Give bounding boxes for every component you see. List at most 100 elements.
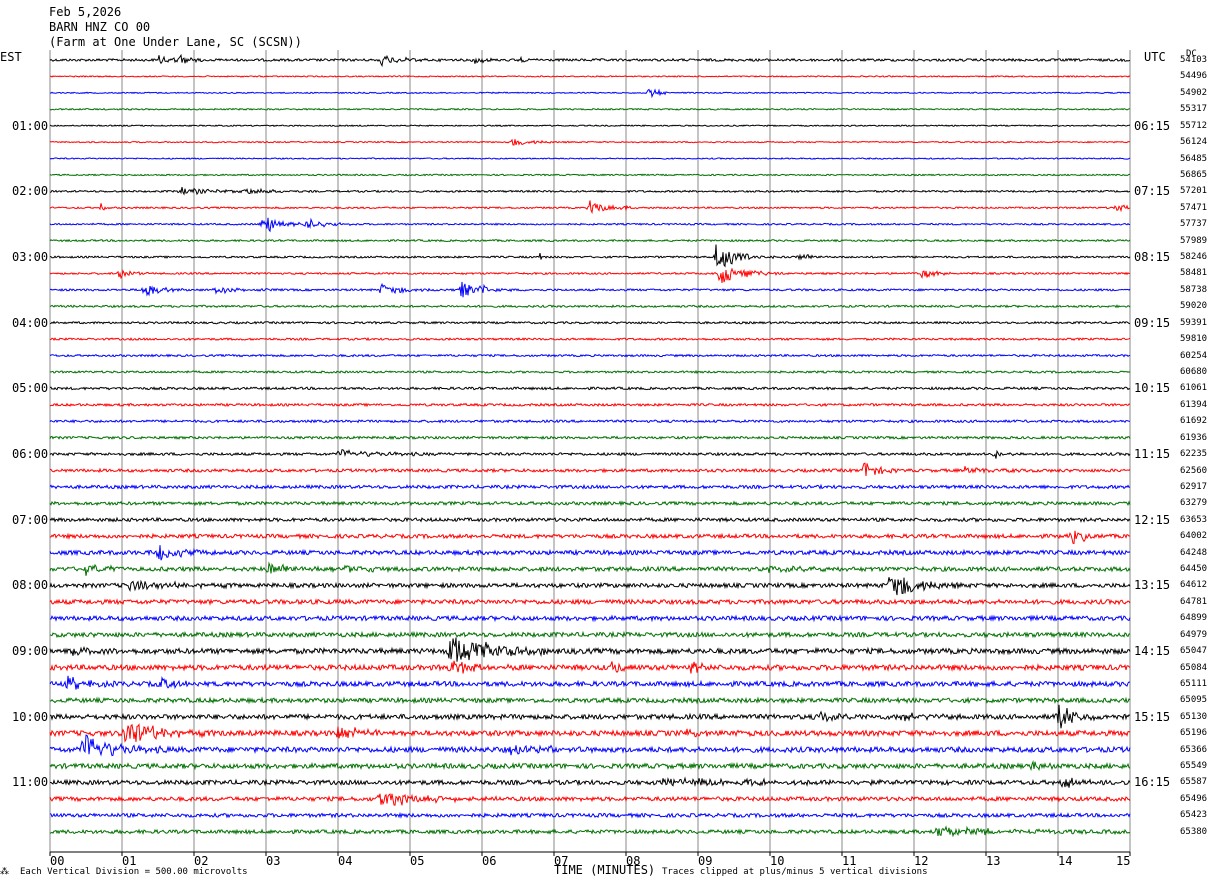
est-hour-label: 10:00 [12, 709, 49, 724]
x-tick-label: 04 [338, 854, 353, 868]
x-tick-label: 08 [626, 854, 641, 868]
dc-axis-label: DC [1186, 49, 1197, 59]
trace-row-24 [49, 449, 1131, 459]
est-hour-label: 07:00 [12, 512, 49, 527]
dc-offset-label: 65130 [1180, 711, 1208, 722]
utc-hour-label: 06:15 [1134, 118, 1171, 133]
trace-row-46 [49, 811, 1131, 819]
trace-row-44 [49, 776, 1131, 789]
trace-row-33 [49, 598, 1131, 606]
dc-offset-label: 64002 [1180, 531, 1208, 542]
trace-row-0 [49, 53, 1131, 68]
dc-offset-label: 55317 [1180, 104, 1208, 115]
trace-row-47 [49, 825, 1131, 838]
dc-offset-label: 58246 [1180, 252, 1208, 263]
x-axis-title: TIME (MINUTES) [554, 863, 656, 877]
dc-offset-label: 65549 [1180, 761, 1208, 772]
trace-row-37 [49, 660, 1131, 674]
x-tick-label: 02 [194, 854, 209, 868]
x-tick-label: 14 [1058, 854, 1073, 868]
trace-row-40 [49, 704, 1131, 729]
trace-row-18 [49, 353, 1131, 358]
trace-row-10 [49, 217, 1131, 233]
footer-scale: Each Vertical Division = 500.00 microvol… [20, 867, 248, 877]
dc-offset-label: 54496 [1180, 71, 1208, 82]
x-tick-label: 05 [410, 854, 425, 868]
est-hour-label: 04:00 [12, 315, 49, 330]
dc-offset-label: 65366 [1180, 744, 1208, 755]
utc-hour-label: 15:15 [1134, 709, 1171, 724]
trace-row-9 [49, 200, 1131, 215]
utc-hour-label: 10:15 [1134, 381, 1171, 396]
dc-offset-label: 57989 [1180, 235, 1208, 246]
trace-row-7 [49, 173, 1131, 177]
dc-offset-label: 64248 [1180, 547, 1208, 558]
dc-offset-label: 65196 [1180, 728, 1208, 739]
trace-row-2 [49, 88, 1131, 99]
trace-row-6 [49, 157, 1131, 160]
dc-offset-label: 65423 [1180, 810, 1208, 821]
x-tick-label: 10 [770, 854, 785, 868]
dc-offset-label: 65095 [1180, 695, 1208, 706]
dc-offset-label: 65380 [1180, 826, 1208, 837]
dc-offset-label: 59391 [1180, 317, 1208, 328]
dc-offset-label: 58738 [1180, 284, 1208, 295]
trace-row-5 [49, 138, 1130, 146]
header-location: (Farm at One Under Lane, SC (SCSN)) [49, 35, 302, 49]
trace-row-28 [49, 516, 1131, 523]
trace-row-43 [49, 759, 1131, 772]
dc-offset-label: 60254 [1180, 350, 1208, 361]
utc-hour-label: 12:15 [1134, 512, 1171, 527]
trace-row-22 [49, 418, 1131, 424]
dc-offset-label: 56865 [1180, 169, 1208, 180]
dc-offset-label: 58481 [1180, 268, 1208, 279]
dc-offset-label: 56485 [1180, 153, 1208, 164]
utc-axis-label: UTC [1144, 50, 1166, 64]
trace-row-17 [49, 336, 1131, 342]
x-tick-label: 12 [914, 854, 929, 868]
trace-row-30 [49, 545, 1131, 561]
x-tick-label: 01 [122, 854, 137, 868]
dc-offset-label: 56124 [1180, 137, 1208, 148]
dc-offset-label: 61061 [1180, 383, 1208, 394]
x-tick-label: 07 [554, 854, 569, 868]
dc-offset-label: 64450 [1180, 564, 1208, 575]
trace-row-45 [49, 793, 1131, 806]
dc-offset-label: 61692 [1180, 416, 1208, 427]
dc-offset-label: 57201 [1180, 186, 1208, 197]
header-channel: BARN HNZ CO 00 [49, 20, 151, 34]
est-hour-label: 01:00 [12, 118, 49, 133]
trace-row-19 [49, 369, 1131, 375]
dc-offset-label: 63653 [1180, 514, 1208, 525]
trace-row-13 [49, 267, 1131, 284]
dc-offset-label: 59810 [1180, 334, 1208, 345]
dc-offset-label: 65084 [1180, 662, 1208, 673]
trace-row-20 [49, 386, 1131, 391]
dc-offset-label: 54103 [1180, 55, 1208, 65]
x-tick-label: 03 [266, 854, 281, 868]
trace-row-31 [49, 561, 1131, 576]
x-tick-label: 06 [482, 854, 497, 868]
trace-row-26 [49, 483, 1131, 490]
x-tick-label: 13 [986, 854, 1001, 868]
est-hour-label: 02:00 [12, 184, 49, 199]
dc-offset-label: 59020 [1180, 301, 1208, 312]
dc-offset-label: 64781 [1180, 596, 1208, 607]
trace-row-16 [49, 320, 1131, 325]
dc-offset-label: 60680 [1180, 366, 1208, 377]
footer-clip-note: Traces clipped at plus/minus 5 vertical … [662, 867, 928, 877]
utc-hour-label: 11:15 [1134, 447, 1171, 462]
trace-row-27 [49, 500, 1131, 507]
dc-offset-label: 63279 [1180, 498, 1208, 509]
trace-row-3 [49, 107, 1131, 111]
dc-offset-label: 64979 [1180, 629, 1208, 640]
trace-row-38 [49, 675, 1131, 690]
est-axis-label: EST [0, 50, 22, 64]
trace-row-34 [49, 614, 1131, 623]
seismic-traces [49, 53, 1131, 838]
est-hour-label: 11:00 [12, 775, 49, 790]
utc-hour-label: 07:15 [1134, 184, 1171, 199]
dc-offset-label: 64612 [1180, 580, 1208, 591]
trace-row-23 [49, 435, 1131, 440]
x-axis-ticks [49, 852, 1131, 856]
